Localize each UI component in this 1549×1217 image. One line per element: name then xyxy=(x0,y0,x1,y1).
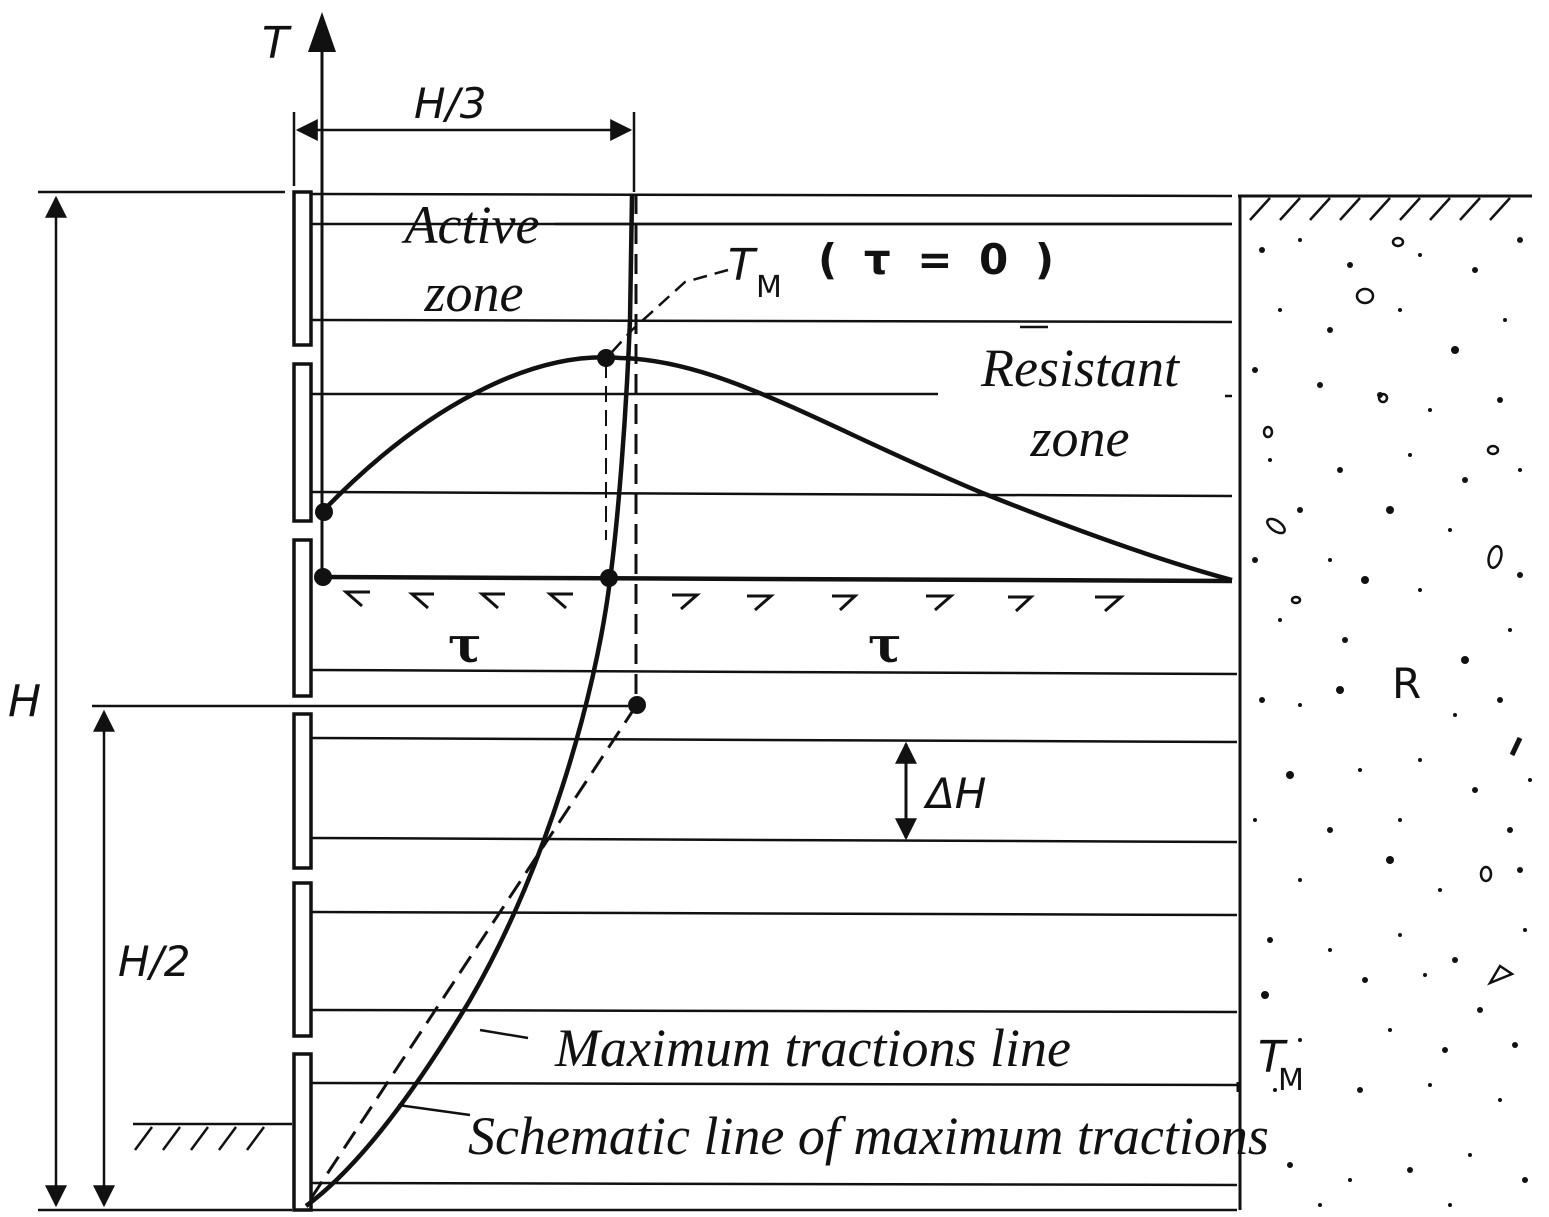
rock-texture xyxy=(1252,237,1532,1207)
tm-bottom-sub: M xyxy=(1278,1063,1304,1098)
toe-ground-hatching xyxy=(133,1122,292,1151)
delta-h-label: ΔH xyxy=(923,769,986,818)
tm-label-sub: M xyxy=(756,270,782,305)
tm-bottom-main: T xyxy=(1258,1032,1288,1083)
traction-distribution-curve xyxy=(320,355,1233,583)
shear-arrows-left xyxy=(342,590,573,610)
resistant-zone-label-line1: Resistant xyxy=(980,338,1181,398)
strip-4 xyxy=(310,490,1233,498)
maximum-tractions-line xyxy=(304,195,635,1208)
h-third-label: H/3 xyxy=(414,79,486,128)
strip-10 xyxy=(310,1081,1238,1087)
tm-condition-label: ( τ = 0 ) xyxy=(818,235,1060,284)
key-points xyxy=(314,349,646,714)
reinforcement-strips xyxy=(310,222,1238,1212)
rock-label: R xyxy=(1392,659,1421,708)
strip-6 xyxy=(310,736,1238,744)
strip-11 xyxy=(310,1181,1238,1187)
h-half-label: H/2 xyxy=(118,937,190,986)
shear-arrows-right xyxy=(672,593,1125,613)
tm-label-main: T xyxy=(728,240,758,291)
axis-t-label: T xyxy=(262,18,292,69)
analyzed-strip xyxy=(319,574,1233,613)
tau-left-label: τ xyxy=(448,615,482,674)
active-zone-label-line2: zone xyxy=(424,263,524,323)
rock-mass xyxy=(1238,194,1532,1217)
t-axis-arrowhead xyxy=(308,12,336,52)
facing-panels xyxy=(292,190,313,1212)
strip-7 xyxy=(310,836,1238,844)
strip-5 xyxy=(310,668,1238,676)
tm-bottom-label: T M xyxy=(1258,1032,1304,1098)
schematic-max-tractions-line xyxy=(304,194,638,1207)
resistant-zone-label-line2: zone xyxy=(1030,408,1130,468)
tm-tau-zero-label: T M ( τ = 0 ) xyxy=(728,235,1060,305)
strip-2 xyxy=(310,318,1233,324)
leader-lines xyxy=(397,268,1240,1117)
strip-8 xyxy=(310,910,1238,917)
active-zone-label-line1: Active xyxy=(402,195,540,255)
max-tractions-line-label: Maximum tractions line xyxy=(554,1018,1071,1078)
schematic-line-label: Schematic line of maximum tractions xyxy=(468,1106,1269,1166)
h-label: H xyxy=(8,676,41,727)
tau-right-label: τ xyxy=(868,615,902,674)
rock-hatching xyxy=(1249,197,1511,221)
strip-9 xyxy=(310,1008,1238,1014)
rock-pebbles xyxy=(1262,236,1523,986)
